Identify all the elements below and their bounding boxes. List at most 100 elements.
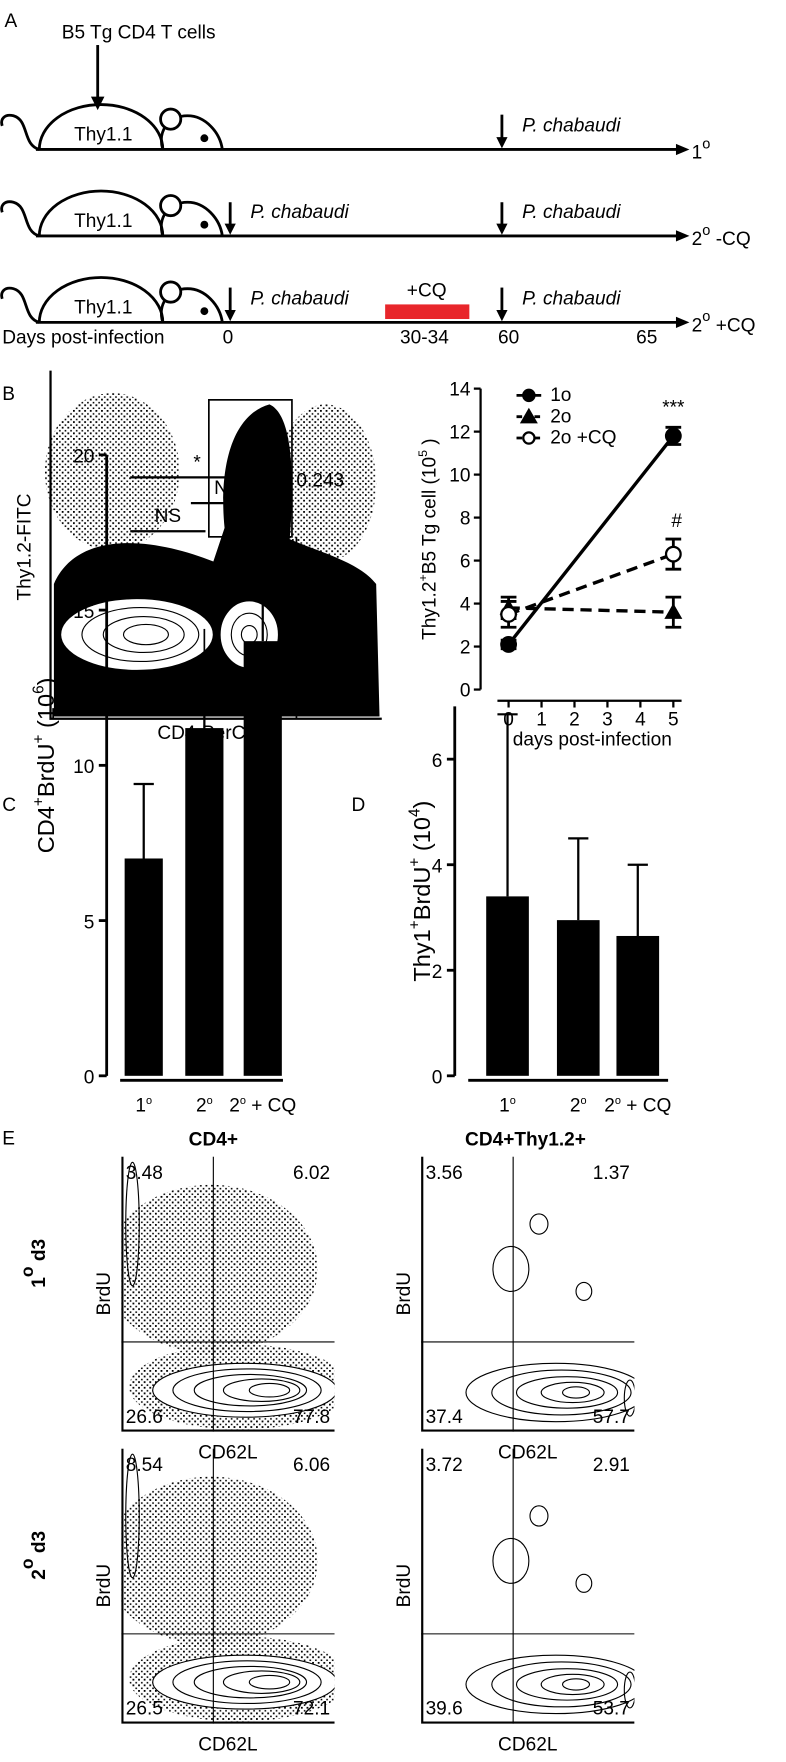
panel-label: B [2, 384, 15, 405]
superscript: o [17, 1266, 37, 1277]
flow-plot [121, 1448, 335, 1724]
text-part: ) [33, 677, 59, 685]
axis-tick-label: 65 [636, 328, 657, 349]
superscript: + [30, 797, 47, 806]
x-axis-label: days post-infection [513, 730, 672, 751]
marker [664, 545, 682, 563]
x-tick-label: 2o + CQ [604, 1095, 671, 1117]
y-tick-label: 15 [73, 602, 94, 623]
x-tick-label: 3 [602, 709, 613, 730]
x-tick-label: 4 [635, 709, 646, 730]
superscript: o [240, 1095, 246, 1107]
flow-plot-b [44, 370, 382, 720]
quadrant-value: 26.5 [126, 1699, 163, 1720]
error-bar [252, 596, 273, 642]
marker [500, 605, 518, 623]
cell-label: B5 Tg CD4 T cells [62, 22, 216, 43]
text-part: ) [409, 801, 435, 809]
y-tick-label: 10 [73, 757, 94, 778]
flow-plot [121, 1156, 335, 1432]
x-tick-label: 5 [668, 709, 679, 730]
marker [500, 635, 518, 653]
x-axis-label: CD62L [198, 1443, 257, 1464]
bar [616, 935, 660, 1076]
text-part: Thy1 [409, 929, 435, 981]
infection-label: P. chabaudi [522, 115, 621, 136]
bar [556, 920, 600, 1076]
quadrant-value: 3.56 [426, 1163, 463, 1184]
superscript: + [416, 574, 430, 581]
error-bar [194, 689, 215, 729]
infection-label: P. chabaudi [522, 288, 621, 309]
mouse-label: Thy1.1 [74, 211, 132, 232]
x-axis-label: CD62L [498, 1735, 557, 1756]
text-part: -CQ [710, 229, 750, 250]
marker [522, 388, 536, 403]
x-axis-label: CD62L [198, 1735, 257, 1756]
marker [522, 431, 536, 445]
bar [486, 896, 529, 1076]
panel-label: E [2, 1128, 15, 1149]
y-tick-label: 0 [84, 1068, 95, 1089]
text-part: BrdU [409, 867, 435, 921]
text-part: 2 [692, 315, 703, 336]
text-part: 2 [604, 1096, 615, 1117]
row-label: 2o d3 [17, 1531, 50, 1580]
column-header: CD4+ [189, 1129, 238, 1150]
significance-label: * [193, 452, 201, 473]
error-bar [627, 863, 648, 936]
quadrant-value: 1.37 [593, 1163, 630, 1184]
y-tick-label: 6 [432, 751, 443, 772]
superscript: o [510, 1095, 516, 1107]
x-tick-label: 1o [135, 1095, 152, 1117]
quadrant-value: 57.7 [593, 1407, 630, 1428]
marker [664, 603, 683, 619]
y-tick-label: 14 [449, 379, 471, 400]
y-axis-label: CD4+BrdU+ (106) [30, 677, 59, 853]
series-line [507, 434, 675, 646]
y-tick-label: 8 [460, 508, 471, 529]
x-tick-label: 2 [569, 709, 580, 730]
timelines [35, 114, 679, 324]
legend-label: 2o [550, 406, 571, 427]
gate-label: 0.243 [296, 470, 344, 491]
quadrant-value: 6.06 [293, 1455, 330, 1476]
y-tick-label: 10 [449, 465, 470, 486]
quadrant-value: 26.6 [126, 1407, 163, 1428]
quadrant-value: 72.1 [293, 1699, 330, 1720]
panel-label: D [351, 795, 365, 816]
quadrant-value: 2.91 [593, 1455, 630, 1476]
y-tick-label: 6 [460, 551, 471, 572]
outcome-label: 2o -CQ [692, 223, 751, 250]
text-part: d3 [29, 1531, 50, 1559]
gate-label: 23.4 [303, 658, 341, 679]
series-line [508, 552, 674, 616]
series-line [508, 606, 674, 614]
flow-plot [421, 1156, 635, 1432]
superscript: o [17, 1558, 37, 1569]
text-part: 2 [229, 1096, 240, 1117]
panel-label: A [4, 11, 17, 32]
text-part: 1 [499, 1096, 510, 1117]
x-tick-label: 2o + CQ [229, 1095, 296, 1117]
y-axis-label: BrdU [394, 1564, 415, 1607]
y-tick-label: 2 [432, 962, 443, 983]
superscript: o [702, 136, 710, 152]
bar [185, 728, 224, 1076]
quadrant-value: 39.6 [426, 1699, 463, 1720]
text-part: 2 [196, 1096, 207, 1117]
annotation: # [671, 511, 682, 532]
y-tick-label: 2 [460, 637, 471, 658]
text-part: 2 [570, 1096, 581, 1117]
superscript: + [406, 920, 423, 929]
text-part: (10 [409, 817, 435, 858]
y-tick-label: 0 [432, 1068, 443, 1089]
marker [519, 407, 538, 424]
y-tick-label: 4 [460, 594, 471, 615]
x-tick-label: 2o [570, 1095, 587, 1117]
superscript: 5 [416, 450, 430, 457]
y-tick-label: 4 [432, 857, 443, 878]
axis-tick-label: 60 [498, 328, 519, 349]
